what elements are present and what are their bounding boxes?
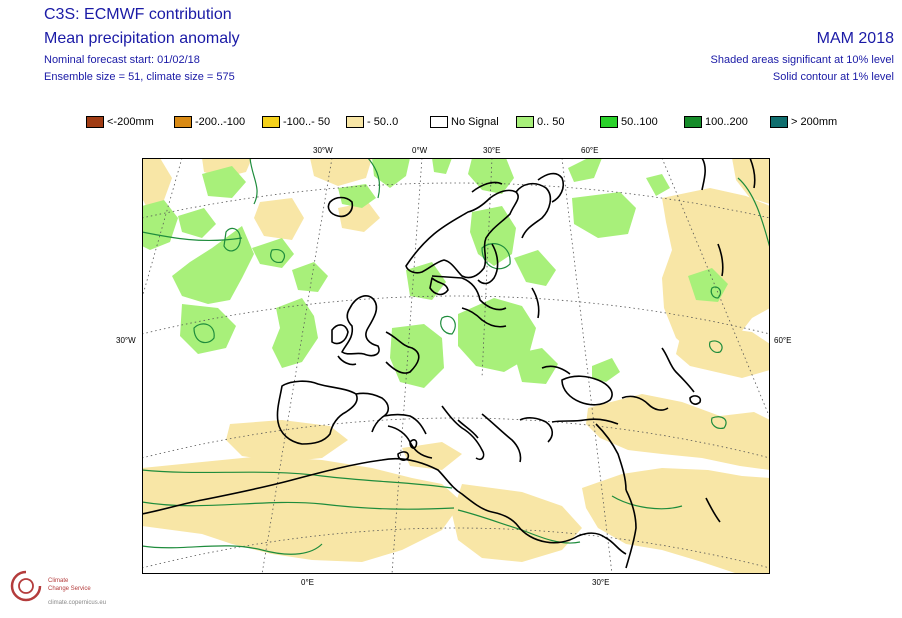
logo-line-2: Change Service <box>48 586 91 592</box>
legend-label: > 200mm <box>791 116 838 128</box>
lon-label-top: 0°W <box>412 146 428 155</box>
legend-swatch <box>262 116 280 128</box>
dry-anomaly-shading <box>142 158 770 574</box>
legend-label: No Signal <box>451 116 499 128</box>
season-label: MAM 2018 <box>816 30 894 47</box>
lon-label-top: 60°E <box>581 146 599 155</box>
legend-item: -200..-100 <box>174 114 245 130</box>
legend-label: - 50..0 <box>367 116 399 128</box>
legend-item: 0.. 50 <box>516 114 565 130</box>
legend-swatch <box>86 116 104 128</box>
lon-label-top: 30°W <box>313 146 333 155</box>
graticule <box>142 158 770 574</box>
title-line-2: Mean precipitation anomaly <box>44 30 240 47</box>
legend-swatch <box>600 116 618 128</box>
forecast-start-text: Nominal forecast start: 01/02/18 <box>44 54 200 66</box>
contour-note: Solid contour at 1% level <box>772 71 894 83</box>
legend-item: No Signal <box>430 114 499 130</box>
legend-label: -100..- 50 <box>283 116 331 128</box>
significance-note: Shaded areas significant at 10% level <box>710 54 894 66</box>
lon-label-right: 60°E <box>774 336 792 345</box>
copernicus-logo: Climate Change Service climate.copernicu… <box>6 566 136 610</box>
legend-swatch <box>516 116 534 128</box>
legend-swatch <box>346 116 364 128</box>
lon-label-left: 30°W <box>116 336 136 345</box>
legend-item: <-200mm <box>86 114 154 130</box>
lon-label-top: 30°E <box>483 146 501 155</box>
logo-line-3: climate.copernicus.eu <box>48 600 107 606</box>
map-frame <box>142 158 770 574</box>
legend-item: - 50..0 <box>346 114 398 130</box>
legend-swatch <box>430 116 448 128</box>
legend-swatch <box>684 116 702 128</box>
legend-item: -100..- 50 <box>262 114 330 130</box>
legend-label: -200..-100 <box>195 116 246 128</box>
legend-label: 50..100 <box>621 116 658 128</box>
climate-logo-icon <box>10 570 42 602</box>
anomaly-map <box>142 158 770 574</box>
legend-label: <-200mm <box>107 116 154 128</box>
lon-label-bottom: 30°E <box>592 578 610 587</box>
legend-swatch <box>174 116 192 128</box>
legend-item: 50..100 <box>600 114 658 130</box>
legend-label: 0.. 50 <box>537 116 565 128</box>
coastlines <box>142 158 756 569</box>
legend-item: 100..200 <box>684 114 748 130</box>
legend-item: > 200mm <box>770 114 837 130</box>
title-line-1: C3S: ECMWF contribution <box>44 6 232 23</box>
ensemble-size-text: Ensemble size = 51, climate size = 575 <box>44 71 235 83</box>
legend-label: 100..200 <box>705 116 748 128</box>
legend-swatch <box>770 116 788 128</box>
logo-line-1: Climate <box>48 578 69 584</box>
lon-label-bottom: 0°E <box>301 578 314 587</box>
